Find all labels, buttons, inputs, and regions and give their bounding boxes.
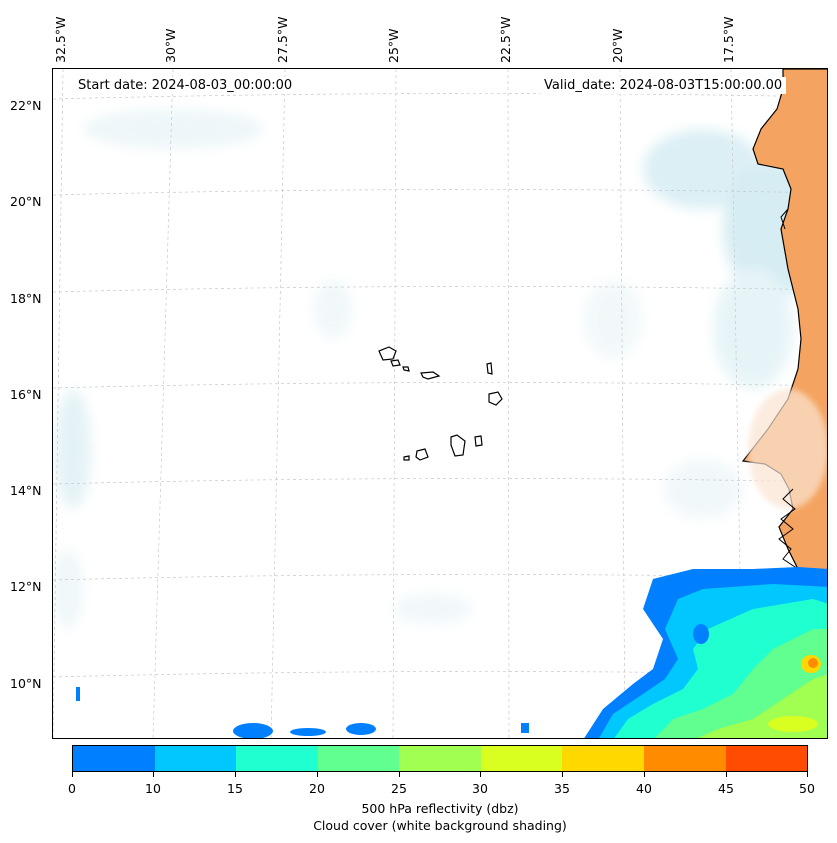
colorbar-tick-35 xyxy=(562,772,563,777)
colorbar-tick-50 xyxy=(807,772,808,777)
colorbar-tick-label: 35 xyxy=(554,781,570,796)
colorbar-tick-45 xyxy=(726,772,727,777)
colorbar xyxy=(72,745,808,772)
colorbar-segment-35-40 xyxy=(562,746,644,771)
colorbar-segment-45-50 xyxy=(725,746,808,771)
colorbar-label: 500 hPa reflectivity (dbz) xyxy=(361,801,519,816)
reflectivity-patch-d xyxy=(521,723,529,733)
reflectivity-field xyxy=(76,567,827,738)
colorbar-tick-label: 30 xyxy=(472,781,488,796)
reflectivity-patch-b xyxy=(290,728,326,736)
map-canvas xyxy=(53,69,827,738)
reflectivity-patch-e xyxy=(76,687,80,701)
colorbar-tick-20 xyxy=(317,772,318,777)
colorbar-segment-15-20 xyxy=(236,746,318,771)
lon-label-30w: 30°W xyxy=(163,28,178,63)
lat-label-20n: 20°N xyxy=(10,194,42,209)
lat-label-14n: 14°N xyxy=(10,483,42,498)
colorbar-tick-15 xyxy=(235,772,236,777)
lat-label-10n: 10°N xyxy=(10,676,42,691)
colorbar-tick-label: 10 xyxy=(145,781,161,796)
colorbar-tick-0 xyxy=(72,772,73,777)
reflectivity-patch-c xyxy=(346,723,376,735)
lon-label-25w: 25°W xyxy=(386,28,401,63)
colorbar-tick-label: 40 xyxy=(636,781,652,796)
colorbar-tick-label: 15 xyxy=(227,781,243,796)
colorbar-tick-40 xyxy=(644,772,645,777)
colorbar-segment-40-45 xyxy=(643,746,726,771)
lat-label-12n: 12°N xyxy=(10,579,42,594)
coast-detail xyxy=(778,208,799,570)
cloud-cover-shading xyxy=(53,109,823,629)
cabo-verde-islands xyxy=(378,346,503,461)
reflectivity-core-35 xyxy=(768,716,818,732)
map-panel[interactable] xyxy=(52,68,828,739)
colorbar-segment-25-30 xyxy=(399,746,481,771)
colorbar-tick-10 xyxy=(153,772,154,777)
colorbar-tick-30 xyxy=(480,772,481,777)
lon-label-20w: 20°W xyxy=(610,28,625,63)
lat-label-18n: 18°N xyxy=(10,291,42,306)
lon-label-22-5w: 22.5°W xyxy=(498,16,513,63)
lon-label-17-5w: 17.5°W xyxy=(721,16,736,63)
reflectivity-core-45 xyxy=(808,658,818,668)
land-light-tint xyxy=(748,389,827,509)
colorbar-sublabel: Cloud cover (white background shading) xyxy=(313,818,567,833)
colorbar-segment-0-10 xyxy=(73,746,155,771)
colorbar-tick-25 xyxy=(399,772,400,777)
colorbar-segment-10-15 xyxy=(154,746,237,771)
colorbar-segment-30-35 xyxy=(480,746,563,771)
colorbar-tick-label: 50 xyxy=(799,781,815,796)
lon-label-27-5w: 27.5°W xyxy=(275,16,290,63)
reflectivity-patch-inner xyxy=(693,624,709,644)
colorbar-tick-label: 0 xyxy=(68,781,76,796)
lon-label-32-5w: 32.5°W xyxy=(53,16,68,63)
reflectivity-patch-a xyxy=(233,723,273,738)
colorbar-tick-label: 45 xyxy=(718,781,734,796)
start-date-label: Start date: 2024-08-03_00:00:00 xyxy=(74,77,297,94)
lat-label-22n: 22°N xyxy=(10,98,42,113)
valid-date-label: Valid_date: 2024-08-03T15:00:00.00 xyxy=(540,77,787,94)
colorbar-segment-20-25 xyxy=(317,746,400,771)
colorbar-tick-label: 20 xyxy=(309,781,325,796)
colorbar-tick-label: 25 xyxy=(391,781,407,796)
lat-label-16n: 16°N xyxy=(10,387,42,402)
